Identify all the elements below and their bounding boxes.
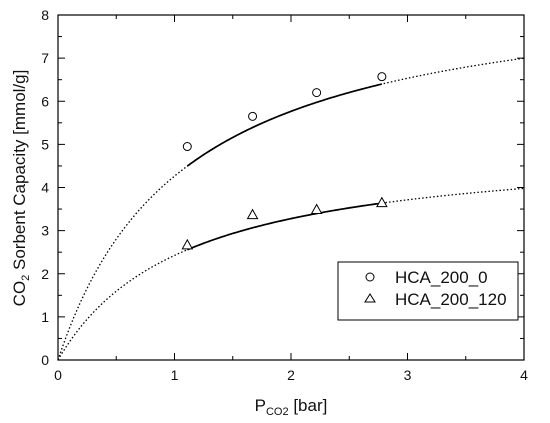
data-point-circle (182, 142, 192, 152)
y-tick-label: 5 (41, 136, 49, 152)
legend-circle-marker (365, 272, 375, 282)
x-tick-label: 4 (520, 367, 528, 383)
data-point-circle (377, 72, 387, 82)
data-point-circle (312, 88, 322, 98)
fit-line-solid-series-1 (186, 83, 383, 167)
legend-triangle-marker (364, 293, 376, 303)
fit-line-solid-series-2 (186, 202, 382, 251)
data-point-triangle (181, 238, 194, 250)
x-tick-label: 3 (404, 367, 412, 383)
data-points (181, 72, 388, 250)
legend-label-series-2: HCA_200_120 (395, 290, 507, 309)
data-point-triangle (246, 208, 259, 220)
y-axis-title-sub: 2 (20, 275, 32, 281)
data-point-triangle (376, 196, 388, 208)
legend: HCA_200_0 HCA_200_120 (337, 261, 519, 321)
y-tick-label: 8 (41, 7, 49, 23)
x-tick-label: 2 (287, 367, 295, 383)
y-tick-label: 6 (41, 93, 49, 109)
x-axis-title: PCO2 [bar] (255, 396, 328, 418)
x-axis-title-sub: CO2 (266, 406, 289, 418)
x-axis-title-unit: [bar] (289, 396, 328, 415)
y-tick-label: 7 (41, 50, 49, 66)
x-axis-title-main: P (255, 396, 266, 415)
data-point-triangle (310, 203, 323, 214)
x-tick-label: 1 (171, 367, 179, 383)
y-tick-label: 1 (41, 309, 49, 325)
data-point-circle (248, 111, 258, 121)
y-axis-title: CO2 Sorbent Capacity [mmol/g] (10, 70, 32, 307)
axis-ticks (57, 14, 525, 361)
x-tick-label: 0 (54, 367, 62, 383)
legend-label-series-1: HCA_200_0 (395, 268, 488, 287)
y-tick-label: 3 (41, 223, 49, 239)
y-tick-label: 0 (41, 352, 49, 368)
legend-box (337, 261, 519, 321)
y-tick-label: 2 (41, 266, 49, 282)
y-axis-title-post: Sorbent Capacity [mmol/g] (10, 70, 29, 275)
fit-lines (57, 57, 525, 361)
tick-labels: 0 1 2 3 4 0 1 2 3 4 5 6 7 8 (41, 7, 528, 383)
y-axis-title-pre: CO (10, 281, 29, 307)
fit-line-dotted-series-1 (57, 57, 525, 361)
y-tick-label: 4 (41, 180, 49, 196)
